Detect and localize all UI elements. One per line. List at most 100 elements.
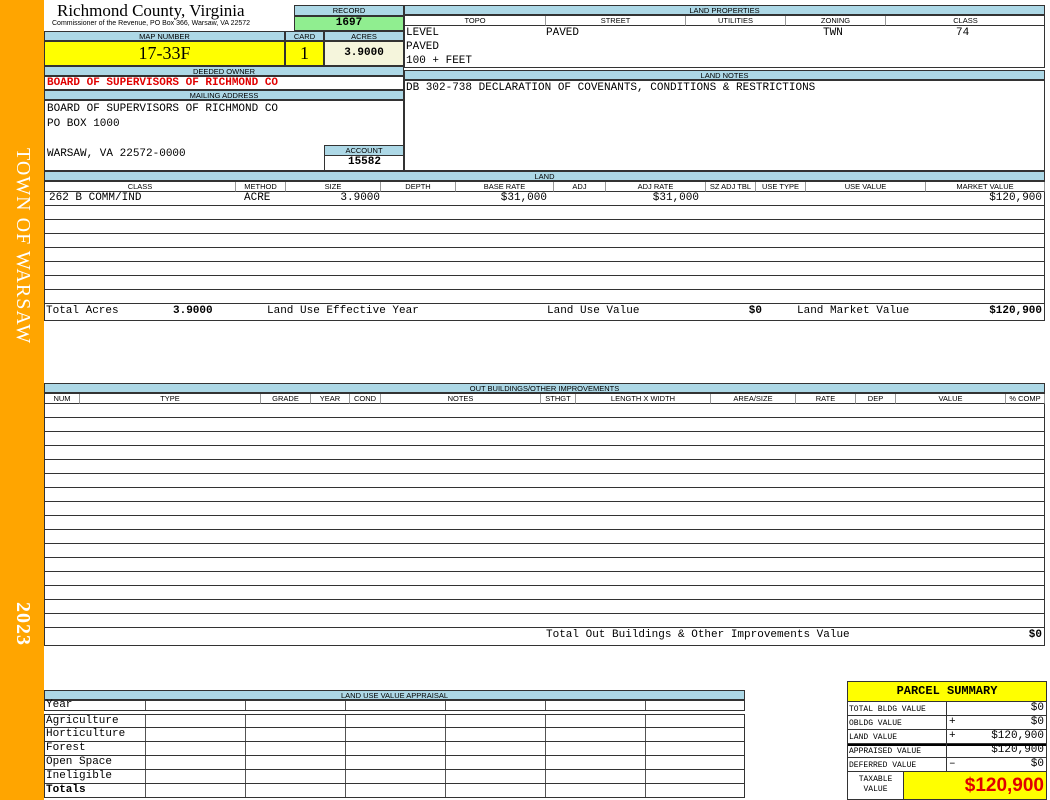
land-use-cell <box>545 742 546 755</box>
land-use-cell <box>545 784 546 797</box>
land-use-cell <box>145 742 146 755</box>
land-use-cell <box>345 742 346 755</box>
zoning-value: TWN <box>823 27 843 39</box>
land-land-market-value: $120,900 <box>989 305 1042 317</box>
ob-header: COND <box>350 394 381 404</box>
ob-row-divider <box>45 487 1044 488</box>
ob-header: NOTES <box>381 394 541 404</box>
summary-row <box>848 744 1046 758</box>
ob-header: TYPE <box>80 394 261 404</box>
card-value: 1 <box>285 41 324 66</box>
land-use-cell <box>445 770 446 783</box>
header-class: CLASS <box>886 16 1045 26</box>
land-use-cell <box>245 770 246 783</box>
summary-label: APPRAISED VALUE <box>849 747 922 756</box>
ob-header: GRADE <box>261 394 311 404</box>
ob-row-divider <box>45 445 1044 446</box>
ob-header: STHGT <box>541 394 576 404</box>
parcel-summary-title: PARCEL SUMMARY <box>848 682 1046 702</box>
land-use-label-ineligible: Ineligible <box>46 770 113 782</box>
ob-header: YEAR <box>311 394 350 404</box>
acres-value: 3.9000 <box>324 41 404 66</box>
land-use-cell <box>545 728 546 741</box>
ob-header: AREA/SIZE <box>711 394 796 404</box>
summary-value: $0 <box>1030 758 1044 770</box>
land-use-cell <box>645 715 646 727</box>
land-use-cell <box>645 742 646 755</box>
account-label: ACCOUNT <box>324 145 404 156</box>
taxable-value: $120,900 <box>904 772 1046 799</box>
page-title: Richmond County, Virginia <box>57 1 245 20</box>
land-use-cell <box>445 728 446 741</box>
land-land-use-value: $0 <box>748 305 762 317</box>
land-label: LAND <box>44 171 1045 181</box>
account-value: 15582 <box>324 156 404 171</box>
land-row-divider <box>45 289 1044 290</box>
land-use-cell <box>445 701 446 710</box>
ob-total-value: $0 <box>1028 629 1042 641</box>
land-land-use-value-label: Land Use Value <box>547 305 640 317</box>
taxable-label: TAXABLE VALUE <box>848 772 904 799</box>
ob-header: % COMP <box>1006 394 1045 404</box>
ob-row-divider <box>45 571 1044 572</box>
map-number-label: MAP NUMBER <box>44 31 285 41</box>
summary-divider <box>946 702 947 716</box>
summary-divider <box>946 758 947 772</box>
summary-value: $120,900 <box>991 730 1044 742</box>
ob-header: LENGTH X WIDTH <box>576 394 711 404</box>
land-use-cell <box>145 756 146 769</box>
land-total-acres-label: Total Acres <box>46 305 119 317</box>
land-use-cell <box>345 728 346 741</box>
land-cell-class: 262 B COMM/IND <box>49 192 142 204</box>
land-total-acres-value: 3.9000 <box>173 305 213 317</box>
header-adj: ADJ <box>554 182 606 192</box>
land-use-cell <box>145 728 146 741</box>
header-market-value: MARKET VALUE <box>926 182 1045 192</box>
land-properties-label: LAND PROPERTIES <box>404 5 1045 15</box>
land-use-cell <box>245 742 246 755</box>
summary-operator: + <box>949 730 956 742</box>
street-value: PAVED <box>546 27 580 39</box>
ob-row-divider <box>45 599 1044 600</box>
land-cell-market-value: $120,900 <box>989 192 1042 204</box>
page-subtitle: Commissioner of the Revenue, PO Box 366,… <box>52 20 251 27</box>
parcel-summary: PARCEL SUMMARY TAXABLE VALUE $120,900 TO… <box>847 681 1047 800</box>
land-notes: DB 302-738 DECLARATION OF COVENANTS, CON… <box>404 80 1045 171</box>
land-use-row-horticulture: Horticulture <box>44 728 745 742</box>
land-use-cell <box>345 715 346 727</box>
summary-value: $120,900 <box>991 744 1044 756</box>
land-use-cell <box>645 756 646 769</box>
summary-label: DEFERRED VALUE <box>849 761 917 770</box>
ob-row-divider <box>45 557 1044 558</box>
header-base-rate: BASE RATE <box>456 182 554 192</box>
land-use-row-agriculture: Agriculture <box>44 714 745 728</box>
topo-1: LEVEL <box>406 27 440 39</box>
ob-header: DEP <box>856 394 896 404</box>
outbuildings-table: NUM TYPE GRADE YEAR COND NOTES STHGT LENGTH X W… <box>44 393 1045 646</box>
land-notes-label: LAND NOTES <box>404 70 1045 80</box>
header-class: CLASS <box>45 182 236 192</box>
summary-label: TOTAL BLDG VALUE <box>849 705 926 714</box>
land-use-table: Year Agriculture Horticulture Forest Open Sp… <box>44 699 745 800</box>
ob-row-divider <box>45 627 1044 628</box>
ob-header: NUM <box>45 394 80 404</box>
land-use-cell <box>345 784 346 797</box>
land-use-label-totals: Totals <box>46 784 86 796</box>
land-use-cell <box>345 756 346 769</box>
ob-row-divider <box>45 417 1044 418</box>
land-use-cell <box>545 701 546 710</box>
land-use-row-ineligible: Ineligible <box>44 770 745 784</box>
land-use-cell <box>645 784 646 797</box>
ob-row-divider <box>45 613 1044 614</box>
land-use-cell <box>145 701 146 710</box>
record-label: RECORD <box>294 5 404 16</box>
summary-divider <box>946 716 947 730</box>
header-utilities: UTILITIES <box>686 16 786 26</box>
summary-label: OBLDG VALUE <box>849 719 902 728</box>
summary-value: $0 <box>1030 716 1044 728</box>
land-use-cell <box>645 701 646 710</box>
ob-row-divider <box>45 473 1044 474</box>
header-use-value: USE VALUE <box>806 182 926 192</box>
land-use-label-forest: Forest <box>46 742 86 754</box>
summary-row <box>848 758 1046 772</box>
